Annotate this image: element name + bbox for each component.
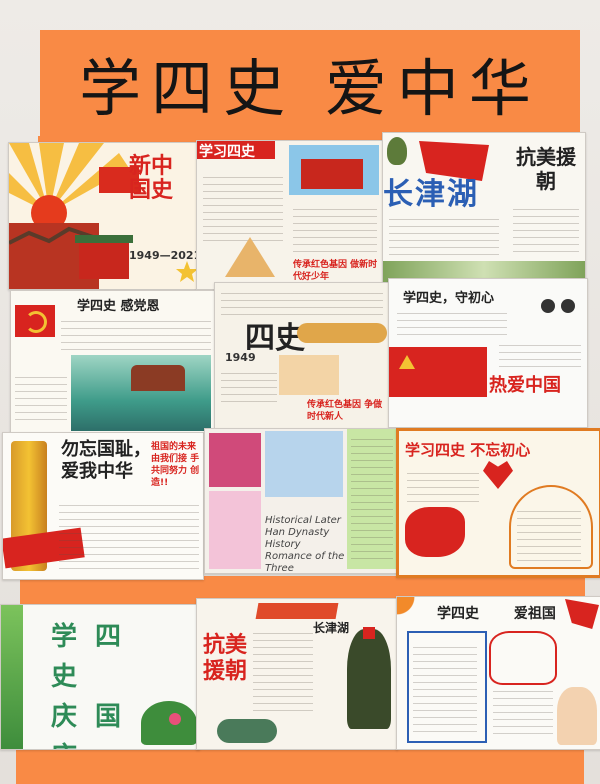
poster-changjin-lake: 长津湖 抗美援朝 bbox=[382, 132, 586, 286]
poster-title: 学习四史 bbox=[199, 144, 255, 160]
monument-icon bbox=[225, 237, 275, 277]
poster-party-reflection: 学四史 感党恩 bbox=[10, 290, 216, 438]
text-lines bbox=[499, 339, 581, 367]
text-lines bbox=[293, 203, 377, 253]
poster-national-day: 学四史 庆国庆 bbox=[0, 604, 200, 750]
blue-block bbox=[265, 431, 343, 497]
flag-icon bbox=[565, 599, 599, 629]
poster-title: 学习四史 不忘初心 bbox=[405, 441, 531, 459]
cloud-ribbon bbox=[297, 323, 387, 343]
text-lines bbox=[413, 641, 477, 735]
cloud-frame bbox=[489, 631, 557, 685]
text-lines bbox=[203, 171, 283, 241]
poster-title: 学四史 庆国庆 bbox=[51, 622, 140, 749]
text-lines bbox=[15, 371, 67, 425]
poster-love-country: 学四史 爱祖国 bbox=[396, 596, 600, 750]
title-block bbox=[197, 141, 275, 159]
leaf-icon bbox=[141, 701, 197, 745]
poster-year: 1949 bbox=[225, 351, 256, 364]
pink-block bbox=[209, 491, 261, 569]
poster-title: 勿忘国耻，爱我中华 bbox=[61, 439, 151, 482]
poster-original-aspiration: 学四史，守初心 热爱中国 bbox=[388, 278, 588, 428]
text-lines bbox=[253, 627, 313, 717]
sunburst-illustration bbox=[9, 143, 197, 289]
poster-dates: 1949—2021 bbox=[129, 249, 198, 262]
poster-title: 四史 bbox=[245, 321, 305, 356]
arch-frame bbox=[509, 485, 593, 569]
orange-strip bbox=[16, 744, 584, 784]
star-icon bbox=[399, 355, 415, 369]
text-lines bbox=[513, 203, 579, 257]
text-lines bbox=[61, 315, 211, 355]
soldier-icon bbox=[387, 137, 407, 165]
sun-icon bbox=[397, 597, 427, 627]
poster-history-collage: Historical Later Han Dynasty History Rom… bbox=[204, 428, 398, 574]
poster-footer: 传承红色基因 争做时代新人 bbox=[307, 400, 383, 422]
china-map-icon bbox=[405, 507, 465, 557]
illustration-block bbox=[279, 355, 339, 395]
banner-title: 学四史 爱中华 bbox=[79, 52, 541, 125]
title-ribbon bbox=[255, 603, 339, 619]
star-badge-icon bbox=[363, 627, 375, 639]
hammer-sickle-icon bbox=[25, 311, 47, 333]
poster-korean-war: 抗美援朝 长津湖 bbox=[196, 598, 398, 750]
text-lines bbox=[221, 287, 383, 317]
text-lines bbox=[389, 213, 499, 257]
bugle-soldier-icon bbox=[217, 719, 277, 743]
text-lines bbox=[351, 433, 393, 563]
poster-title: 长津湖 bbox=[383, 177, 479, 212]
poster-never-forget-aspiration: 学习四史 不忘初心 bbox=[396, 428, 600, 578]
green-block bbox=[347, 429, 397, 569]
poster-title: 学四史 感党恩 bbox=[77, 299, 160, 314]
heart-icon bbox=[483, 461, 513, 489]
poster-footer: 热爱中国 bbox=[489, 375, 561, 396]
text-lines bbox=[517, 505, 581, 561]
poster-side-note: 祖国的未来由我们接 手 共同努力 创造!! bbox=[151, 442, 200, 488]
poster-subtitle: 长津湖 bbox=[313, 621, 350, 635]
poster-subtitle: 抗美援朝 bbox=[516, 145, 576, 193]
text-lines bbox=[59, 499, 199, 571]
poster-footer: 传承红色基因 做新时代好少年 bbox=[293, 260, 378, 282]
text-lines bbox=[407, 467, 479, 503]
soldier-icon bbox=[347, 629, 391, 729]
text-lines bbox=[397, 307, 507, 341]
tiananmen-icon bbox=[301, 159, 363, 189]
poster-title: 新中国史 bbox=[129, 154, 174, 203]
text-frame bbox=[407, 631, 487, 743]
poster-never-forget: 勿忘国耻，爱我中华 祖国的未来由我们接 手 共同努力 创造!! bbox=[2, 432, 204, 580]
poster-four-histories: 四史 1949 传承红色基因 争做时代新人 bbox=[214, 282, 390, 434]
poster-title: 学四史 爱祖国 bbox=[437, 606, 556, 622]
poster-title: 学四史，守初心 bbox=[403, 291, 495, 306]
poster-new-china: 新中国史 1949—2021 bbox=[8, 142, 198, 290]
text-lines bbox=[493, 685, 553, 735]
child-icon bbox=[557, 687, 597, 745]
poster-title: 抗美援朝 bbox=[203, 633, 248, 684]
title-banner: 学四史 爱中华 bbox=[40, 30, 580, 136]
pink-block bbox=[209, 433, 261, 487]
children-icon bbox=[539, 299, 579, 335]
boat-icon bbox=[131, 365, 185, 391]
bamboo-icon bbox=[1, 605, 23, 749]
flower-icon bbox=[169, 713, 181, 725]
poster-party-history: 学习四史 传承红色基因 做新时代好少年 bbox=[196, 140, 384, 290]
text-lines bbox=[221, 367, 277, 407]
collage-text: Historical Later Han Dynasty History Rom… bbox=[265, 515, 345, 574]
